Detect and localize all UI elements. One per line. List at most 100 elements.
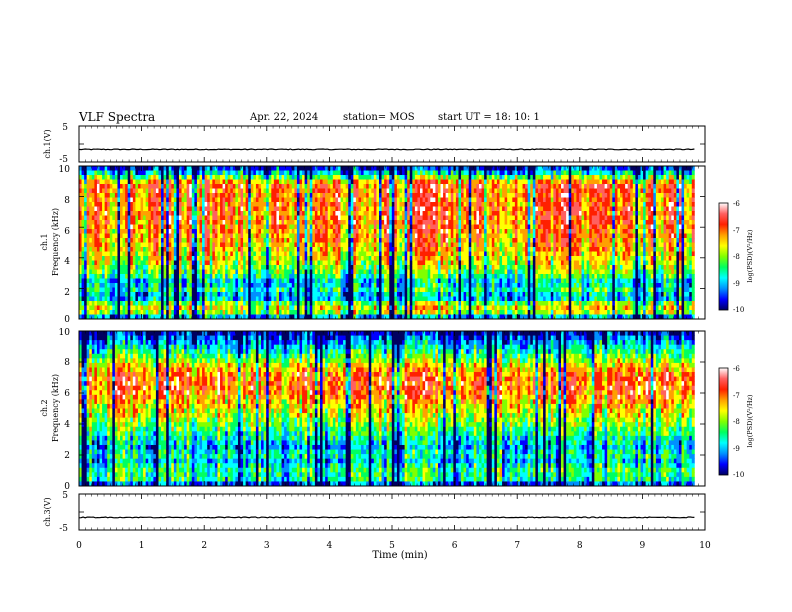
spectrogram-cell: [186, 296, 190, 302]
spectrogram-cell: [161, 202, 165, 207]
spectrogram-cell: [332, 278, 336, 284]
spectrogram-cell: [176, 260, 180, 266]
spectrogram-cell: [207, 220, 211, 225]
spectrogram-cell: [109, 292, 113, 297]
spectrogram-cell: [173, 215, 177, 221]
spectrogram-cell: [145, 314, 149, 320]
spectrogram-cell: [166, 310, 170, 315]
spectrogram-cell: [384, 301, 388, 306]
spectrogram-cell: [148, 193, 152, 198]
spectrogram-cell: [332, 305, 336, 311]
spectrogram-cell: [348, 224, 352, 230]
spectrogram-cell: [284, 296, 288, 302]
spectrogram-cell: [348, 220, 352, 225]
spectrogram-cell: [266, 193, 270, 198]
spectrogram-cell: [384, 188, 388, 194]
spectrogram-cell: [425, 166, 429, 171]
spectrogram-cell: [294, 251, 298, 257]
spectrogram-cell: [396, 175, 400, 180]
spectrogram-cell: [130, 193, 134, 198]
spectrogram-cell: [107, 238, 111, 243]
spectrogram-cell: [314, 283, 318, 288]
spectrogram-cell: [371, 265, 375, 270]
spectrogram-cell: [230, 314, 234, 320]
spectrogram-cell: [330, 242, 334, 248]
spectrogram-cell: [161, 197, 165, 203]
spectrogram-cell: [317, 229, 321, 234]
spectrogram-cell: [237, 215, 241, 221]
spectrogram-cell: [143, 260, 147, 266]
spectrogram-cell: [420, 188, 423, 194]
spectrogram-cell: [332, 260, 336, 266]
spectrogram-cell: [327, 220, 331, 225]
spectrogram-cell: [345, 278, 349, 284]
spectrogram-cell: [268, 197, 272, 203]
spectrogram-cell: [189, 197, 193, 203]
spectrogram-cell: [109, 278, 113, 284]
spectrogram-cell: [250, 206, 254, 212]
spectrogram-cell: [386, 220, 390, 225]
spectrogram-cell: [214, 215, 218, 221]
spectrogram-cell: [394, 310, 398, 315]
spectrogram-cell: [345, 188, 349, 194]
spectrogram-cell: [358, 296, 362, 302]
spectrogram-cell: [255, 283, 259, 288]
spectrogram-cell: [430, 188, 434, 194]
spectrogram-cell: [225, 197, 229, 203]
spectrogram-cell: [173, 188, 177, 194]
spectrogram-cell: [291, 238, 295, 243]
spectrogram-cell: [155, 260, 159, 266]
spectrogram-cell: [394, 296, 398, 302]
spectrogram-cell: [237, 305, 241, 311]
spectrogram-cell: [255, 211, 259, 216]
spectrogram-cell: [117, 292, 121, 297]
spectrogram-cell: [179, 301, 182, 306]
spectrogram-cell: [284, 251, 288, 257]
spectrogram-cell: [240, 220, 244, 225]
spectrogram-cell: [202, 256, 206, 261]
spectrogram-cell: [350, 283, 354, 288]
spectrogram-cell: [202, 296, 206, 302]
spectrogram-cell: [399, 193, 403, 198]
spectrogram-cell: [243, 287, 247, 293]
spectrogram-cell: [168, 278, 172, 284]
spectrogram-cell: [409, 175, 413, 180]
spectrogram-cell: [148, 220, 152, 225]
spectrogram-cell: [304, 256, 308, 261]
spectrogram-cell: [179, 314, 182, 320]
spectrogram-cell: [120, 188, 123, 194]
spectrogram-cell: [225, 269, 229, 275]
spectrogram-cell: [245, 170, 249, 176]
spectrogram-cell: [337, 224, 341, 230]
spectrogram-cell: [104, 179, 108, 185]
spectrogram-cell: [307, 220, 311, 225]
spectrogram-cell: [148, 274, 152, 279]
spectrogram-cell: [343, 179, 347, 185]
spectrogram-cell: [150, 278, 154, 284]
spectrogram-cell: [309, 256, 313, 261]
spectrogram-cell: [345, 206, 349, 212]
spectrogram-cell: [81, 197, 85, 203]
spectrogram-cell: [109, 202, 113, 207]
spectrogram-cell: [161, 229, 165, 234]
spectrogram-cell: [191, 211, 195, 216]
spectrogram-cell: [212, 220, 216, 225]
spectrogram-cell: [327, 247, 331, 252]
spectrogram-cell: [404, 292, 408, 297]
spectrogram-cell: [209, 256, 213, 261]
spectrogram-cell: [189, 215, 193, 221]
spectrogram-cell: [320, 233, 323, 239]
spectrogram-cell: [284, 197, 288, 203]
spectrogram-cell: [173, 242, 177, 248]
spectrogram-cell: [273, 274, 277, 279]
spectrogram-cell: [114, 179, 118, 185]
spectrogram-cell: [296, 256, 300, 261]
spectrogram-cell: [89, 193, 93, 198]
spectrogram-cell: [337, 197, 341, 203]
spectrogram-cell: [94, 278, 98, 284]
spectrogram-cell: [102, 197, 106, 203]
spectrogram-cell: [245, 274, 249, 279]
spectrogram-cell: [109, 256, 113, 261]
spectrogram-cell: [230, 265, 234, 270]
spectrogram-cell: [91, 296, 95, 302]
